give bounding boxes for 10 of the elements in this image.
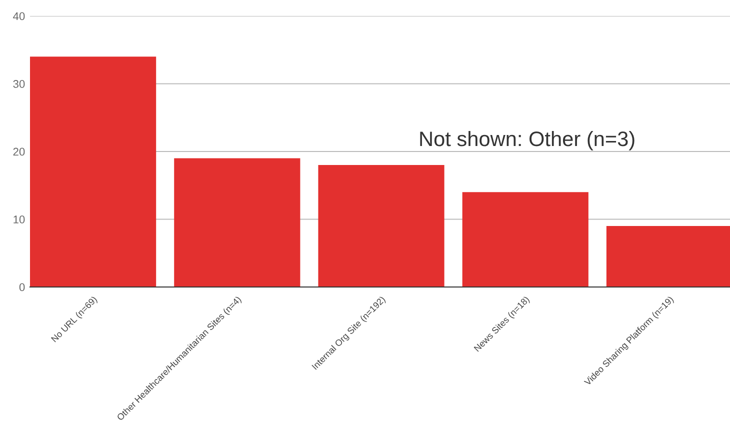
annotation: Not shown: Other (n=3) bbox=[420, 130, 634, 150]
bar bbox=[318, 165, 444, 287]
y-tick-label: 40 bbox=[13, 12, 25, 20]
y-tick-label: 20 bbox=[13, 148, 25, 156]
y-tick-label: 10 bbox=[14, 216, 25, 224]
bar bbox=[174, 158, 300, 287]
bar bbox=[30, 56, 156, 287]
y-tick-label: 0 bbox=[19, 283, 25, 292]
bar bbox=[462, 192, 588, 287]
y-tick-label: 30 bbox=[13, 80, 25, 88]
